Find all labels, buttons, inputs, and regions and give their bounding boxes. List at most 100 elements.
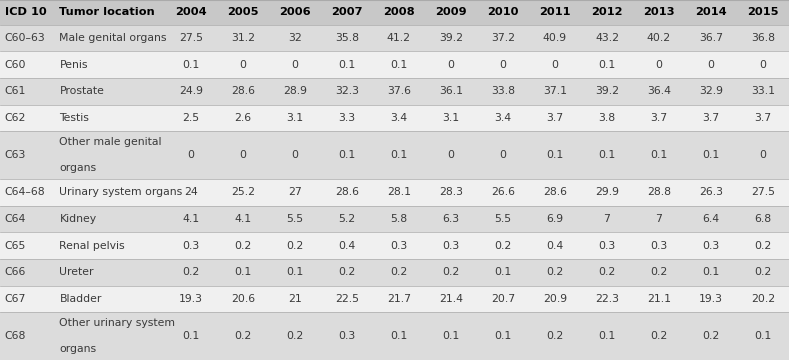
Text: organs: organs — [59, 163, 96, 174]
Text: 32.9: 32.9 — [699, 86, 723, 96]
Text: 27.5: 27.5 — [751, 187, 775, 197]
Text: 0.1: 0.1 — [702, 150, 720, 160]
Text: 0.3: 0.3 — [650, 240, 667, 251]
Text: 2015: 2015 — [747, 7, 779, 17]
Text: 4.1: 4.1 — [234, 214, 252, 224]
Text: C64: C64 — [5, 214, 26, 224]
Text: 0: 0 — [291, 150, 298, 160]
Bar — [0, 232, 789, 259]
Text: 31.2: 31.2 — [231, 33, 255, 43]
Text: 37.2: 37.2 — [491, 33, 515, 43]
Text: 7: 7 — [604, 214, 611, 224]
Text: 0.3: 0.3 — [391, 240, 408, 251]
Text: 24.9: 24.9 — [179, 86, 203, 96]
Text: C62: C62 — [5, 113, 26, 123]
Text: 0: 0 — [239, 150, 246, 160]
Bar — [0, 131, 789, 179]
Text: 33.8: 33.8 — [491, 86, 515, 96]
Text: 28.6: 28.6 — [231, 86, 255, 96]
Text: 28.8: 28.8 — [647, 187, 671, 197]
Text: Renal pelvis: Renal pelvis — [59, 240, 125, 251]
Text: 37.1: 37.1 — [543, 86, 567, 96]
Text: 28.6: 28.6 — [335, 187, 359, 197]
Text: 27: 27 — [288, 187, 301, 197]
Text: 0: 0 — [760, 59, 766, 69]
Text: 0.1: 0.1 — [338, 59, 356, 69]
Text: 0.1: 0.1 — [391, 59, 408, 69]
Text: 3.1: 3.1 — [443, 113, 459, 123]
Text: 0.3: 0.3 — [598, 240, 615, 251]
Text: Other urinary system: Other urinary system — [59, 318, 175, 328]
Text: 0: 0 — [291, 59, 298, 69]
Text: 0.2: 0.2 — [702, 331, 720, 341]
Text: 2008: 2008 — [383, 7, 415, 17]
Text: 0.1: 0.1 — [702, 267, 720, 277]
Text: C60–63: C60–63 — [5, 33, 46, 43]
Text: 0: 0 — [447, 150, 454, 160]
Text: 6.8: 6.8 — [754, 214, 772, 224]
Text: 22.3: 22.3 — [595, 294, 619, 304]
Text: Bladder: Bladder — [59, 294, 102, 304]
Text: 0.3: 0.3 — [182, 240, 200, 251]
Text: 3.8: 3.8 — [598, 113, 615, 123]
Text: 40.9: 40.9 — [543, 33, 567, 43]
Text: 36.7: 36.7 — [699, 33, 723, 43]
Text: Tumor location: Tumor location — [59, 7, 155, 17]
Text: 43.2: 43.2 — [595, 33, 619, 43]
Text: 0: 0 — [552, 59, 559, 69]
Text: C68: C68 — [5, 331, 26, 341]
Text: Urinary system organs: Urinary system organs — [59, 187, 182, 197]
Text: 4.1: 4.1 — [182, 214, 200, 224]
Text: 2004: 2004 — [175, 7, 207, 17]
Text: 28.3: 28.3 — [439, 187, 463, 197]
Bar — [0, 104, 789, 131]
Text: 0.2: 0.2 — [234, 331, 252, 341]
Text: 0.4: 0.4 — [338, 240, 356, 251]
Text: 2006: 2006 — [279, 7, 311, 17]
Text: 20.7: 20.7 — [491, 294, 515, 304]
Text: 29.9: 29.9 — [595, 187, 619, 197]
Text: 2013: 2013 — [643, 7, 675, 17]
Text: C66: C66 — [5, 267, 26, 277]
Bar — [0, 285, 789, 312]
Text: 3.4: 3.4 — [391, 113, 407, 123]
Text: 0.1: 0.1 — [338, 150, 356, 160]
Text: 0.2: 0.2 — [494, 240, 511, 251]
Text: 0.2: 0.2 — [754, 240, 772, 251]
Text: 6.3: 6.3 — [443, 214, 459, 224]
Text: 36.8: 36.8 — [751, 33, 775, 43]
Text: 22.5: 22.5 — [335, 294, 359, 304]
Bar — [0, 259, 789, 285]
Text: 0.1: 0.1 — [650, 150, 667, 160]
Text: 39.2: 39.2 — [439, 33, 463, 43]
Text: 21.7: 21.7 — [387, 294, 411, 304]
Text: 6.4: 6.4 — [702, 214, 720, 224]
Text: 0.2: 0.2 — [598, 267, 615, 277]
Text: 2011: 2011 — [539, 7, 570, 17]
Text: 0.1: 0.1 — [754, 331, 772, 341]
Text: C64–68: C64–68 — [5, 187, 45, 197]
Text: 26.6: 26.6 — [491, 187, 515, 197]
Text: Ureter: Ureter — [59, 267, 94, 277]
Text: 0.2: 0.2 — [234, 240, 252, 251]
Text: 40.2: 40.2 — [647, 33, 671, 43]
Bar — [0, 24, 789, 51]
Text: Penis: Penis — [59, 59, 88, 69]
Text: 0: 0 — [760, 150, 766, 160]
Text: 0: 0 — [239, 59, 246, 69]
Text: 2005: 2005 — [227, 7, 259, 17]
Text: 0.1: 0.1 — [391, 150, 408, 160]
Text: 20.2: 20.2 — [751, 294, 775, 304]
Text: 6.9: 6.9 — [546, 214, 563, 224]
Text: C65: C65 — [5, 240, 26, 251]
Text: 20.9: 20.9 — [543, 294, 567, 304]
Text: 0.3: 0.3 — [443, 240, 459, 251]
Text: 32: 32 — [288, 33, 301, 43]
Text: ICD 10: ICD 10 — [5, 7, 47, 17]
Text: 35.8: 35.8 — [335, 33, 359, 43]
Text: 2012: 2012 — [591, 7, 623, 17]
Text: C60: C60 — [5, 59, 26, 69]
Text: 0.1: 0.1 — [182, 331, 200, 341]
Text: 0.2: 0.2 — [443, 267, 459, 277]
Text: 0.1: 0.1 — [391, 331, 408, 341]
